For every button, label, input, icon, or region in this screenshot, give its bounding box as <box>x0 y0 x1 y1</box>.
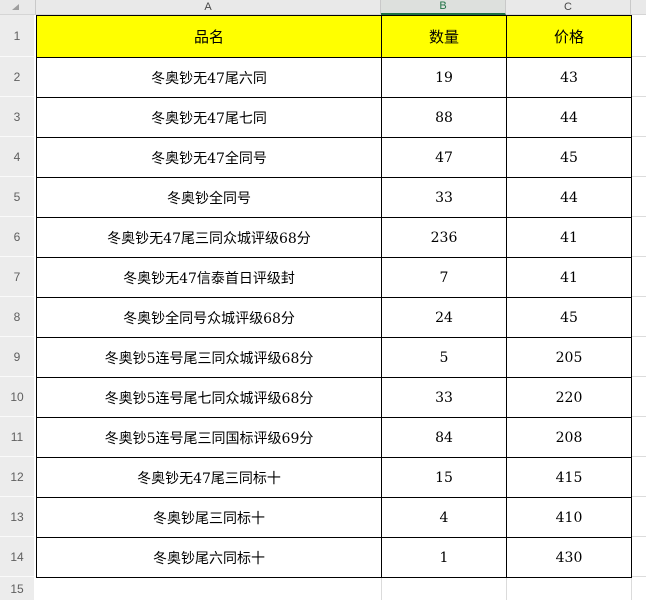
cell[interactable]: 33 <box>381 377 507 418</box>
select-all-icon <box>12 4 19 10</box>
cell[interactable]: 208 <box>506 417 632 458</box>
cell[interactable]: 45 <box>506 297 632 338</box>
row-header-4[interactable]: 4 <box>0 137 36 177</box>
cell[interactable]: 冬奥钞无47尾三同标十 <box>36 457 382 498</box>
cell[interactable] <box>506 577 632 600</box>
cell[interactable]: 33 <box>381 177 507 218</box>
cell[interactable]: 47 <box>381 137 507 178</box>
row-header-7[interactable]: 7 <box>0 257 36 297</box>
column-header-c[interactable]: C <box>506 0 631 15</box>
cell-b1-qty-header[interactable]: 数量 <box>381 15 507 58</box>
table-row: 冬奥钞无47尾三同众城评级68分 236 41 <box>36 217 632 258</box>
cell[interactable]: 236 <box>381 217 507 258</box>
row-header-6[interactable]: 6 <box>0 217 36 257</box>
table-row: 冬奥钞无47信泰首日评级封 7 41 <box>36 257 632 298</box>
cell[interactable]: 410 <box>506 497 632 538</box>
cell[interactable]: 冬奥钞尾六同标十 <box>36 537 382 578</box>
table-row: 冬奥钞全同号 33 44 <box>36 177 632 218</box>
cell[interactable]: 41 <box>506 257 632 298</box>
row-header-3[interactable]: 3 <box>0 97 36 137</box>
row-header-2[interactable]: 2 <box>0 57 36 97</box>
gridline-strip <box>632 17 646 600</box>
row-header-column: 1 2 3 4 5 6 7 8 9 10 11 12 13 14 15 <box>0 15 36 600</box>
row-header-14[interactable]: 14 <box>0 537 36 577</box>
cell[interactable]: 冬奥钞无47尾七同 <box>36 97 382 138</box>
cell[interactable]: 415 <box>506 457 632 498</box>
cell-grid: 品名 数量 价格 冬奥钞无47尾六同 19 43 冬奥钞无47尾七同 88 44… <box>36 15 632 600</box>
cell[interactable]: 41 <box>506 217 632 258</box>
cell[interactable]: 84 <box>381 417 507 458</box>
cell[interactable]: 45 <box>506 137 632 178</box>
table-row: 冬奥钞5连号尾七同众城评级68分 33 220 <box>36 377 632 418</box>
table-row: 冬奥钞无47尾三同标十 15 415 <box>36 457 632 498</box>
cell[interactable]: 1 <box>381 537 507 578</box>
cell[interactable]: 24 <box>381 297 507 338</box>
cell[interactable]: 220 <box>506 377 632 418</box>
row-header-9[interactable]: 9 <box>0 337 36 377</box>
cell[interactable]: 4 <box>381 497 507 538</box>
cell-c1-price-header[interactable]: 价格 <box>506 15 632 58</box>
column-header-a[interactable]: A <box>36 0 381 15</box>
cell[interactable]: 88 <box>381 97 507 138</box>
table-row: 冬奥钞尾六同标十 1 430 <box>36 537 632 578</box>
cell[interactable]: 205 <box>506 337 632 378</box>
cell[interactable]: 5 <box>381 337 507 378</box>
cell[interactable]: 15 <box>381 457 507 498</box>
row-header-13[interactable]: 13 <box>0 497 36 537</box>
cell[interactable]: 44 <box>506 177 632 218</box>
cell[interactable] <box>36 577 382 600</box>
row-header-5[interactable]: 5 <box>0 177 36 217</box>
cell[interactable]: 冬奥钞5连号尾三同众城评级68分 <box>36 337 382 378</box>
cell[interactable]: 冬奥钞无47尾六同 <box>36 57 382 98</box>
cell[interactable]: 7 <box>381 257 507 298</box>
row-header-15[interactable]: 15 <box>0 577 36 600</box>
cell[interactable]: 冬奥钞无47尾三同众城评级68分 <box>36 217 382 258</box>
row-header-1[interactable]: 1 <box>0 15 36 57</box>
row-header-8[interactable]: 8 <box>0 297 36 337</box>
select-all-corner[interactable] <box>0 0 36 15</box>
table-row: 冬奥钞无47尾六同 19 43 <box>36 57 632 98</box>
table-row: 冬奥钞无47尾七同 88 44 <box>36 97 632 138</box>
column-header-bar: A B C <box>0 0 646 15</box>
cell[interactable]: 430 <box>506 537 632 578</box>
cell-a1-name-header[interactable]: 品名 <box>36 15 382 58</box>
row-header-12[interactable]: 12 <box>0 457 36 497</box>
column-header-b-selected[interactable]: B <box>381 0 506 15</box>
cell[interactable] <box>381 577 507 600</box>
row-header-10[interactable]: 10 <box>0 377 36 417</box>
table-row: 冬奥钞5连号尾三同众城评级68分 5 205 <box>36 337 632 378</box>
cell[interactable]: 19 <box>381 57 507 98</box>
empty-row-15 <box>36 577 632 600</box>
table-header-row: 品名 数量 价格 <box>36 15 632 58</box>
cell[interactable]: 冬奥钞全同号众城评级68分 <box>36 297 382 338</box>
table-row: 冬奥钞5连号尾三同国标评级69分 84 208 <box>36 417 632 458</box>
cell[interactable]: 冬奥钞全同号 <box>36 177 382 218</box>
cell[interactable]: 冬奥钞尾三同标十 <box>36 497 382 538</box>
cell[interactable]: 冬奥钞无47全同号 <box>36 137 382 178</box>
cell[interactable]: 冬奥钞5连号尾七同众城评级68分 <box>36 377 382 418</box>
row-header-11[interactable]: 11 <box>0 417 36 457</box>
cell[interactable]: 冬奥钞无47信泰首日评级封 <box>36 257 382 298</box>
table-row: 冬奥钞全同号众城评级68分 24 45 <box>36 297 632 338</box>
table-row: 冬奥钞尾三同标十 4 410 <box>36 497 632 538</box>
cell[interactable]: 44 <box>506 97 632 138</box>
cell[interactable]: 43 <box>506 57 632 98</box>
table-row: 冬奥钞无47全同号 47 45 <box>36 137 632 178</box>
column-header-d-partial[interactable] <box>631 0 646 15</box>
cell[interactable]: 冬奥钞5连号尾三同国标评级69分 <box>36 417 382 458</box>
